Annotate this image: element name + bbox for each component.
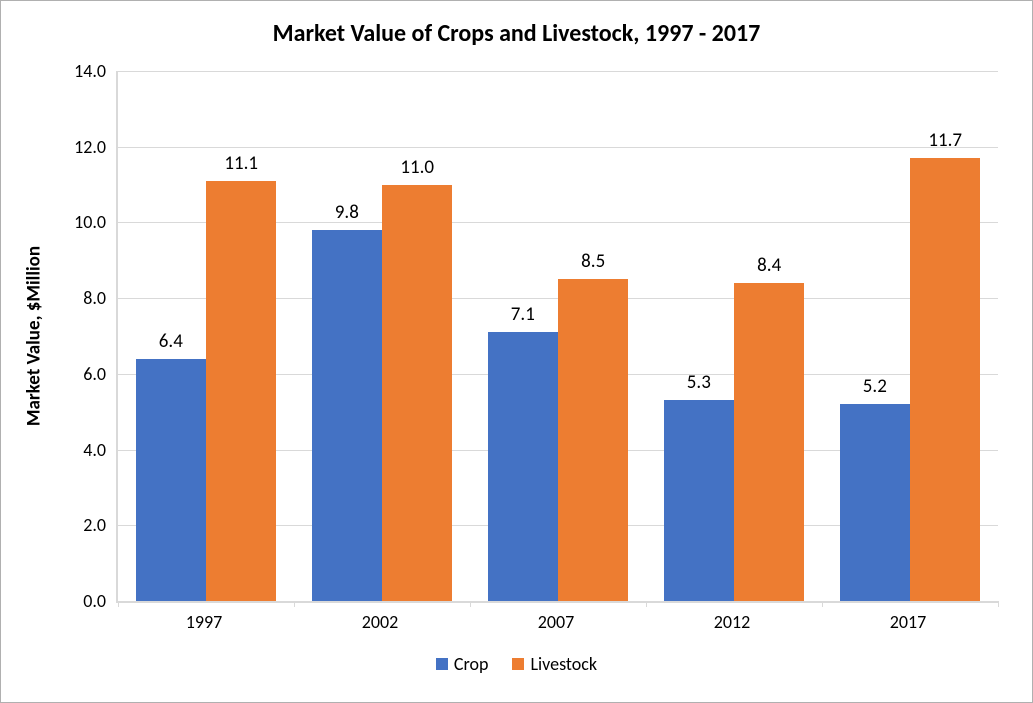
bar-livestock-2007: [558, 279, 628, 601]
bar-livestock-1997: [206, 181, 276, 601]
bar-crop-1997: [136, 359, 206, 601]
x-tick-label: 2012: [644, 611, 820, 633]
y-tick-label: 12.0: [56, 136, 106, 158]
data-label: 6.4: [141, 330, 201, 353]
bar-livestock-2012: [734, 283, 804, 601]
x-tick-label: 2002: [292, 611, 468, 633]
data-label: 5.2: [845, 375, 905, 398]
y-tick-label: 6.0: [56, 363, 106, 385]
legend: Crop Livestock: [1, 653, 1032, 675]
chart-title: Market Value of Crops and Livestock, 199…: [1, 19, 1032, 48]
y-tick-label: 0.0: [56, 590, 106, 612]
legend-swatch-icon: [436, 658, 448, 670]
x-tick-mark: [822, 601, 823, 607]
data-label: 8.5: [563, 250, 623, 273]
x-tick-label: 2007: [468, 611, 644, 633]
x-tick-label: 2017: [820, 611, 996, 633]
legend-label: Livestock: [530, 653, 597, 675]
x-tick-mark: [294, 601, 295, 607]
bar-crop-2017: [840, 404, 910, 601]
gridline: [118, 147, 998, 148]
gridline: [118, 71, 998, 72]
y-tick-label: 4.0: [56, 439, 106, 461]
bar-crop-2007: [488, 332, 558, 601]
x-tick-label: 1997: [116, 611, 292, 633]
legend-item-livestock: Livestock: [512, 653, 597, 675]
data-label: 11.0: [387, 156, 447, 179]
data-label: 5.3: [669, 371, 729, 394]
data-label: 8.4: [739, 254, 799, 277]
y-axis-title: Market Value, $Million: [23, 246, 46, 426]
x-tick-mark: [118, 601, 119, 607]
bar-livestock-2017: [910, 158, 980, 601]
y-tick-label: 8.0: [56, 287, 106, 309]
bar-livestock-2002: [382, 185, 452, 601]
bar-crop-2012: [664, 400, 734, 601]
x-tick-mark: [470, 601, 471, 607]
x-tick-mark: [646, 601, 647, 607]
legend-label: Crop: [454, 653, 489, 675]
y-tick-label: 2.0: [56, 514, 106, 536]
data-label: 9.8: [317, 201, 377, 224]
legend-item-crop: Crop: [436, 653, 489, 675]
plot-area: 6.4 11.1 9.8 11.0 7.1 8.5 5.3 8.4 5.2 11.7: [116, 71, 998, 603]
chart-container: Market Value of Crops and Livestock, 199…: [0, 0, 1033, 703]
y-tick-label: 10.0: [56, 211, 106, 233]
legend-swatch-icon: [512, 658, 524, 670]
x-tick-mark: [998, 601, 999, 607]
bar-crop-2002: [312, 230, 382, 601]
y-tick-label: 14.0: [56, 60, 106, 82]
data-label: 11.1: [211, 152, 271, 175]
data-label: 11.7: [915, 129, 975, 152]
data-label: 7.1: [493, 303, 553, 326]
